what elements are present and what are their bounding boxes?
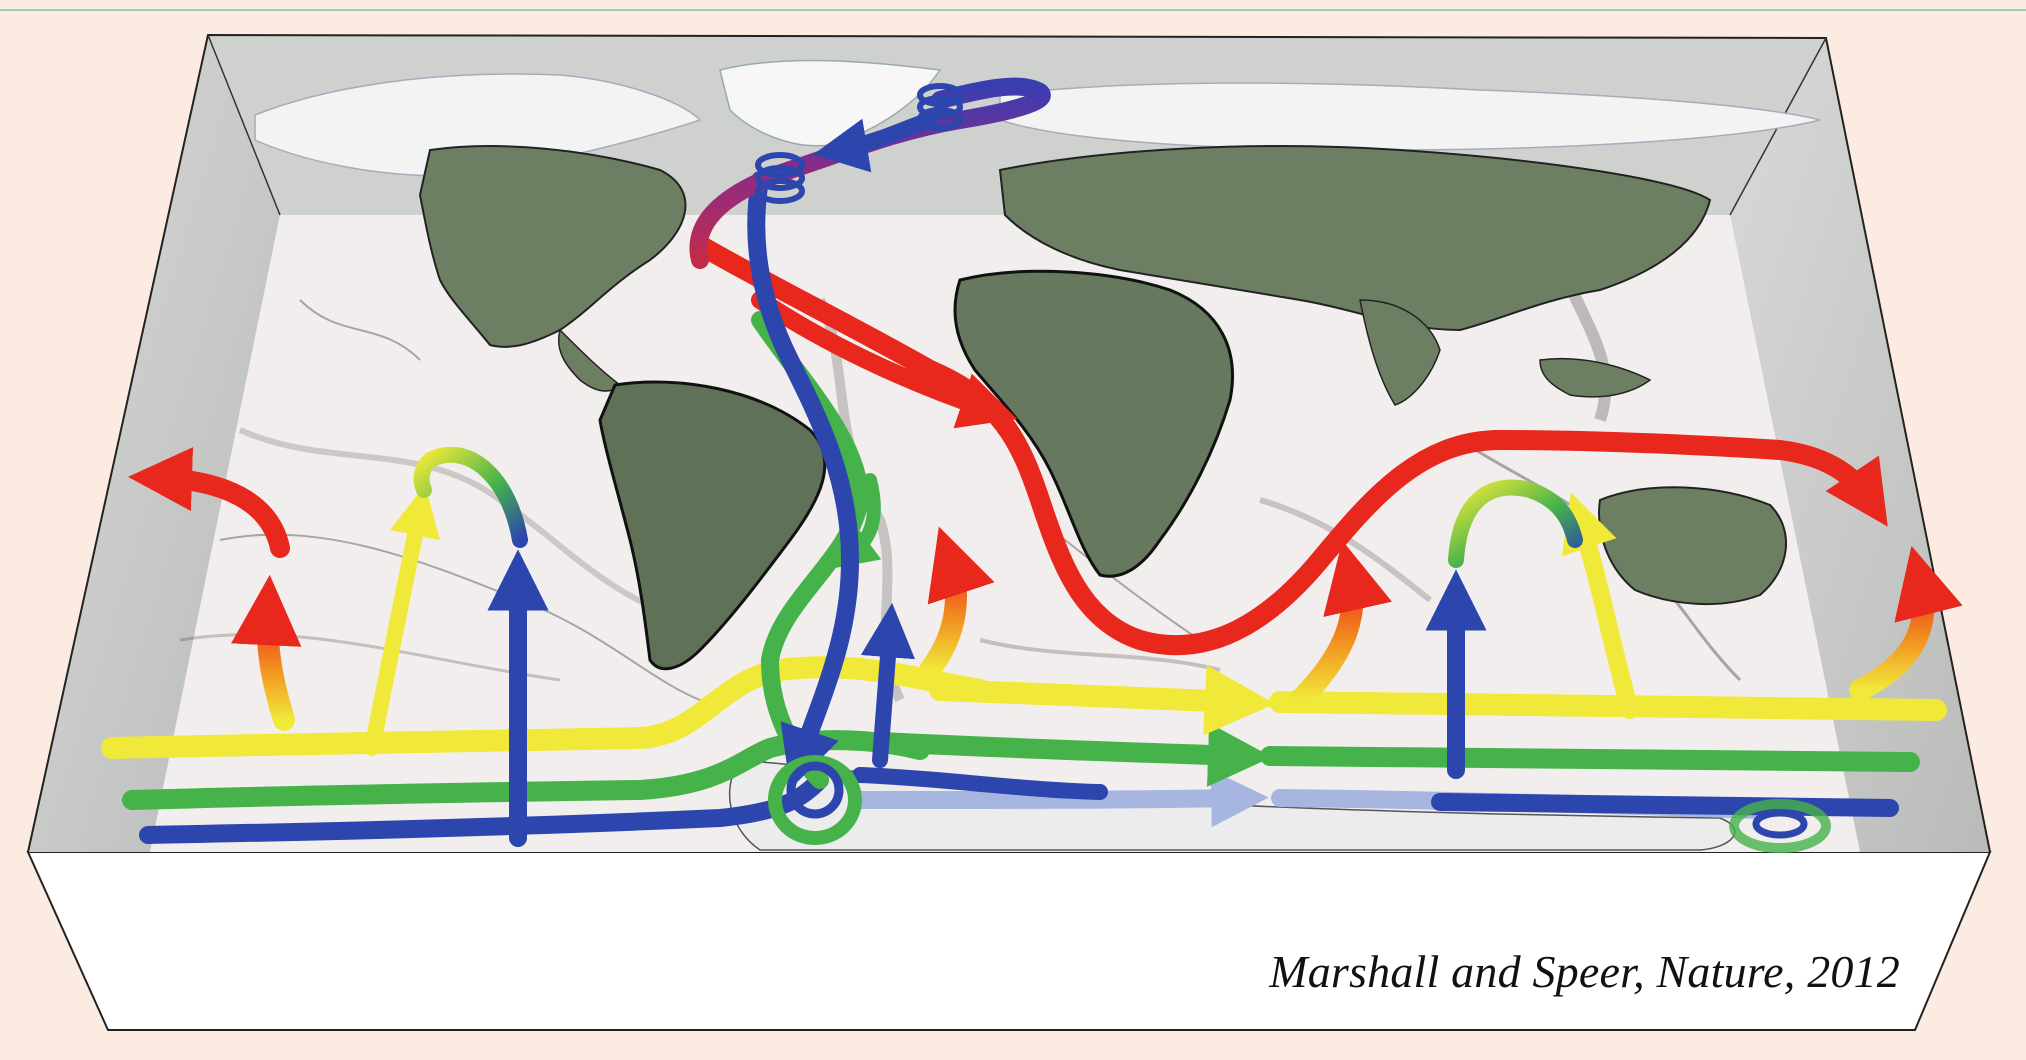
arrow-green-hook-pacific [413, 446, 528, 548]
arrow-blue-up-atlantic [860, 602, 916, 768]
north-america [418, 145, 687, 348]
south-asia [1359, 299, 1441, 406]
arrow-yellow-up-pacific [364, 484, 441, 756]
arrow-red-surface-atlantic [751, 291, 1018, 429]
arrow-blue-deep-far-east [1431, 793, 1899, 817]
convection-spiral-labrador [755, 152, 805, 204]
box-front-face [26, 851, 1992, 1031]
continents [254, 59, 1821, 851]
arrow-red-curl-west-top [128, 447, 290, 558]
south-america [598, 380, 827, 671]
convection-spiral-weddell [768, 755, 862, 845]
arrow-blue-deep-west [139, 771, 829, 844]
greenland-ice [719, 59, 942, 147]
arrow-yellow-up-indian [1561, 492, 1639, 719]
arrow-yellow-upper-far-east [1269, 691, 1947, 721]
australia [1598, 486, 1787, 606]
arrow-light-blue-bottom [851, 769, 1269, 828]
arrow-green-mid-east [870, 722, 1272, 787]
arrow-red-curl-west [231, 574, 302, 731]
figure-credit-caption: Marshall and Speer, Nature, 2012 [1269, 946, 1900, 997]
convection-spiral-ross [1729, 799, 1831, 853]
convection-spiral-nordic [917, 83, 963, 131]
arrow-green-hook-indian [1448, 479, 1583, 568]
arrow-red-curl-east [1849, 545, 1963, 701]
arrow-yellow-upper-west [101, 656, 991, 759]
arctic-ice-north-america [254, 73, 702, 177]
arrow-green-mid-far-east [1260, 746, 1920, 772]
box-right-wall [1730, 38, 1990, 852]
eurasia [998, 145, 1712, 332]
central-america [558, 328, 622, 392]
circulation-arrows [101, 77, 1963, 853]
arrow-red-curl-indian [1289, 540, 1392, 711]
arrow-yellow-upper-east [929, 665, 1276, 736]
maritime-continent [1539, 357, 1652, 398]
box-left-wall [28, 35, 280, 852]
arrow-blue-deep-east [852, 767, 1108, 800]
arrow-red-curl-atlantic [919, 526, 995, 681]
arrow-red-surface-long [690, 235, 1888, 656]
arrow-blue-atlantic-descent [747, 171, 860, 790]
arrow-purple-north-atlantic [689, 77, 1051, 269]
